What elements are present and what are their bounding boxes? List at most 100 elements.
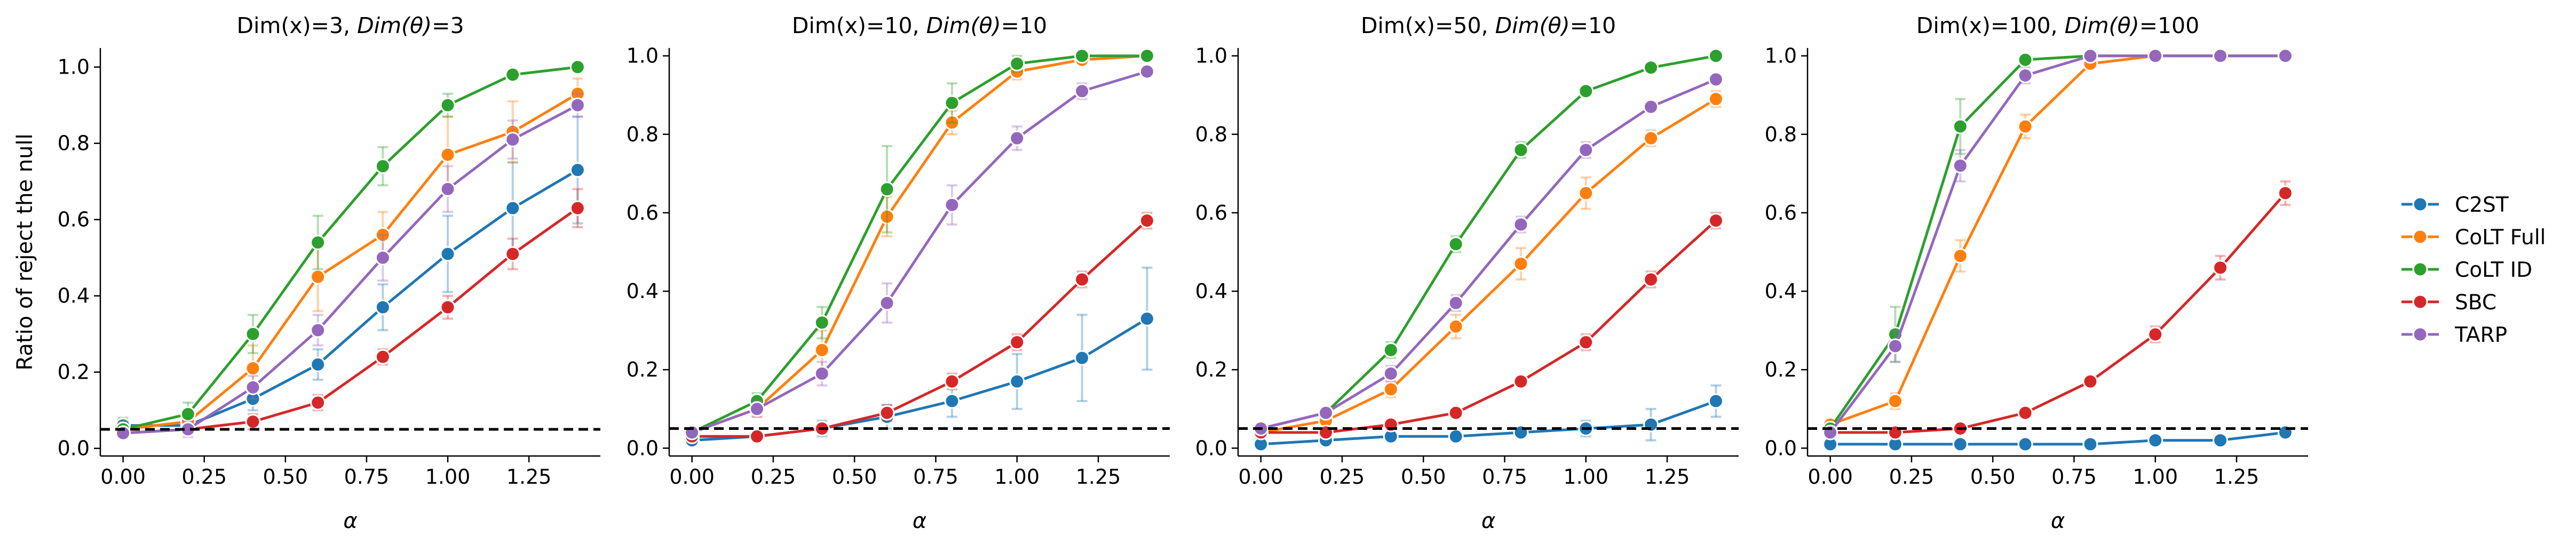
series-line <box>1261 219 1717 434</box>
data-point <box>2213 48 2229 64</box>
data-point <box>1448 318 1464 334</box>
data-point <box>375 349 391 365</box>
x-tick-label: 1.25 <box>1645 465 1690 489</box>
series-line <box>123 66 578 431</box>
data-point <box>1643 99 1659 115</box>
data-point <box>944 95 960 111</box>
y-tick-label: 0.4 <box>1765 279 1797 303</box>
series-tarp <box>1253 71 1724 437</box>
x-tick-label: 1.00 <box>425 465 471 489</box>
data-point <box>1139 311 1155 327</box>
y-tick-label: 0.8 <box>1765 123 1797 146</box>
series-tarp <box>1822 48 2293 441</box>
panel-title-italic: Dim(θ) <box>357 13 432 38</box>
data-point <box>2213 433 2229 449</box>
panel-title-tail: =3 <box>432 13 464 38</box>
x-tick-label: 0.50 <box>263 465 308 489</box>
x-tick-label: 1.25 <box>1076 465 1121 489</box>
series-line <box>1261 98 1717 434</box>
data-point <box>245 414 261 430</box>
y-tick-label: 0.4 <box>1195 279 1227 303</box>
data-point <box>1643 130 1659 146</box>
data-point <box>440 97 456 113</box>
series-line <box>1830 192 2287 434</box>
data-point <box>1009 55 1025 71</box>
x-tick-label: 0.75 <box>1482 465 1527 489</box>
panel-title-italic: Dim(θ) <box>2065 13 2139 38</box>
panel-title-tail: =10 <box>1570 13 1616 38</box>
panel-title: Dim(x)=3, Dim(θ)=3 <box>236 13 464 38</box>
series-line <box>692 317 1148 442</box>
y-tick-label: 0.2 <box>1765 358 1797 381</box>
legend-entry: SBC <box>2401 291 2496 315</box>
series-line <box>1261 78 1717 430</box>
y-tick-label: 1.0 <box>1765 44 1797 68</box>
data-point <box>2017 436 2033 452</box>
data-point <box>2017 52 2033 68</box>
legend-marker <box>2412 261 2428 277</box>
x-tick-label: 1.25 <box>506 465 552 489</box>
panel-title-plain: Dim(x)=10, <box>792 13 926 38</box>
legend-label: CoLT ID <box>2455 258 2532 282</box>
data-point <box>310 269 326 285</box>
series-line <box>1261 399 1717 446</box>
data-point <box>1578 142 1594 158</box>
data-point <box>1578 185 1594 201</box>
x-tick-label: 0.25 <box>181 465 227 489</box>
series-line <box>1829 54 2286 426</box>
legend-label: SBC <box>2455 291 2496 315</box>
x-tick-label: 1.00 <box>1563 465 1608 489</box>
data-point <box>814 315 830 331</box>
data-point <box>2147 433 2163 449</box>
x-tick-label: 0.75 <box>344 465 390 489</box>
panel-title-plain: Dim(x)=3, <box>236 13 357 38</box>
data-point <box>1074 271 1090 287</box>
data-point <box>2017 67 2033 83</box>
data-point <box>505 246 521 262</box>
legend-entry: C2ST <box>2401 193 2509 217</box>
data-point <box>879 209 895 225</box>
data-point <box>1448 428 1464 444</box>
x-axis-label: α <box>343 509 357 533</box>
y-tick-label: 0.4 <box>58 284 90 308</box>
data-point <box>375 227 391 243</box>
panel-4: Dim(x)=100, Dim(θ)=100 0.00 0.25 0.50 0.75 1.… <box>1765 13 2308 533</box>
x-tick-label: 0.50 <box>1401 465 1446 489</box>
x-tick-label: 0.50 <box>1970 465 2016 489</box>
data-point <box>2017 405 2033 421</box>
panel-title-italic: Dim(θ) <box>926 13 1001 38</box>
data-point <box>569 97 585 113</box>
series-sbc <box>684 211 1155 444</box>
data-point <box>1513 373 1529 389</box>
data-point <box>1887 393 1903 409</box>
legend-entry: CoLT ID <box>2401 258 2532 282</box>
y-tick-label: 0.8 <box>1195 123 1227 146</box>
y-tick-label: 0.6 <box>627 201 659 225</box>
data-point <box>505 67 521 83</box>
data-point <box>2017 118 2033 134</box>
legend-label: C2ST <box>2455 193 2509 217</box>
data-point <box>245 361 261 377</box>
x-axis-label: α <box>1481 509 1495 533</box>
data-point <box>440 299 456 315</box>
data-point <box>375 299 391 315</box>
x-tick-label: 0.25 <box>1320 465 1365 489</box>
data-point <box>569 200 585 216</box>
series-colt-id <box>684 48 1155 441</box>
data-point <box>2147 326 2163 342</box>
data-point <box>1952 436 1968 452</box>
data-point <box>310 322 326 338</box>
data-point <box>2277 48 2293 64</box>
data-point <box>1074 83 1090 99</box>
data-point <box>2147 48 2163 64</box>
data-point <box>1708 48 1724 64</box>
data-point <box>1708 393 1724 409</box>
data-point <box>2082 436 2098 452</box>
data-point <box>505 132 521 148</box>
data-point <box>1318 405 1334 421</box>
data-point <box>2213 260 2229 276</box>
data-point <box>1139 48 1155 64</box>
y-tick-label: 0.6 <box>1195 201 1227 225</box>
legend-marker <box>2412 196 2428 212</box>
y-tick-label: 0.2 <box>1195 358 1227 381</box>
